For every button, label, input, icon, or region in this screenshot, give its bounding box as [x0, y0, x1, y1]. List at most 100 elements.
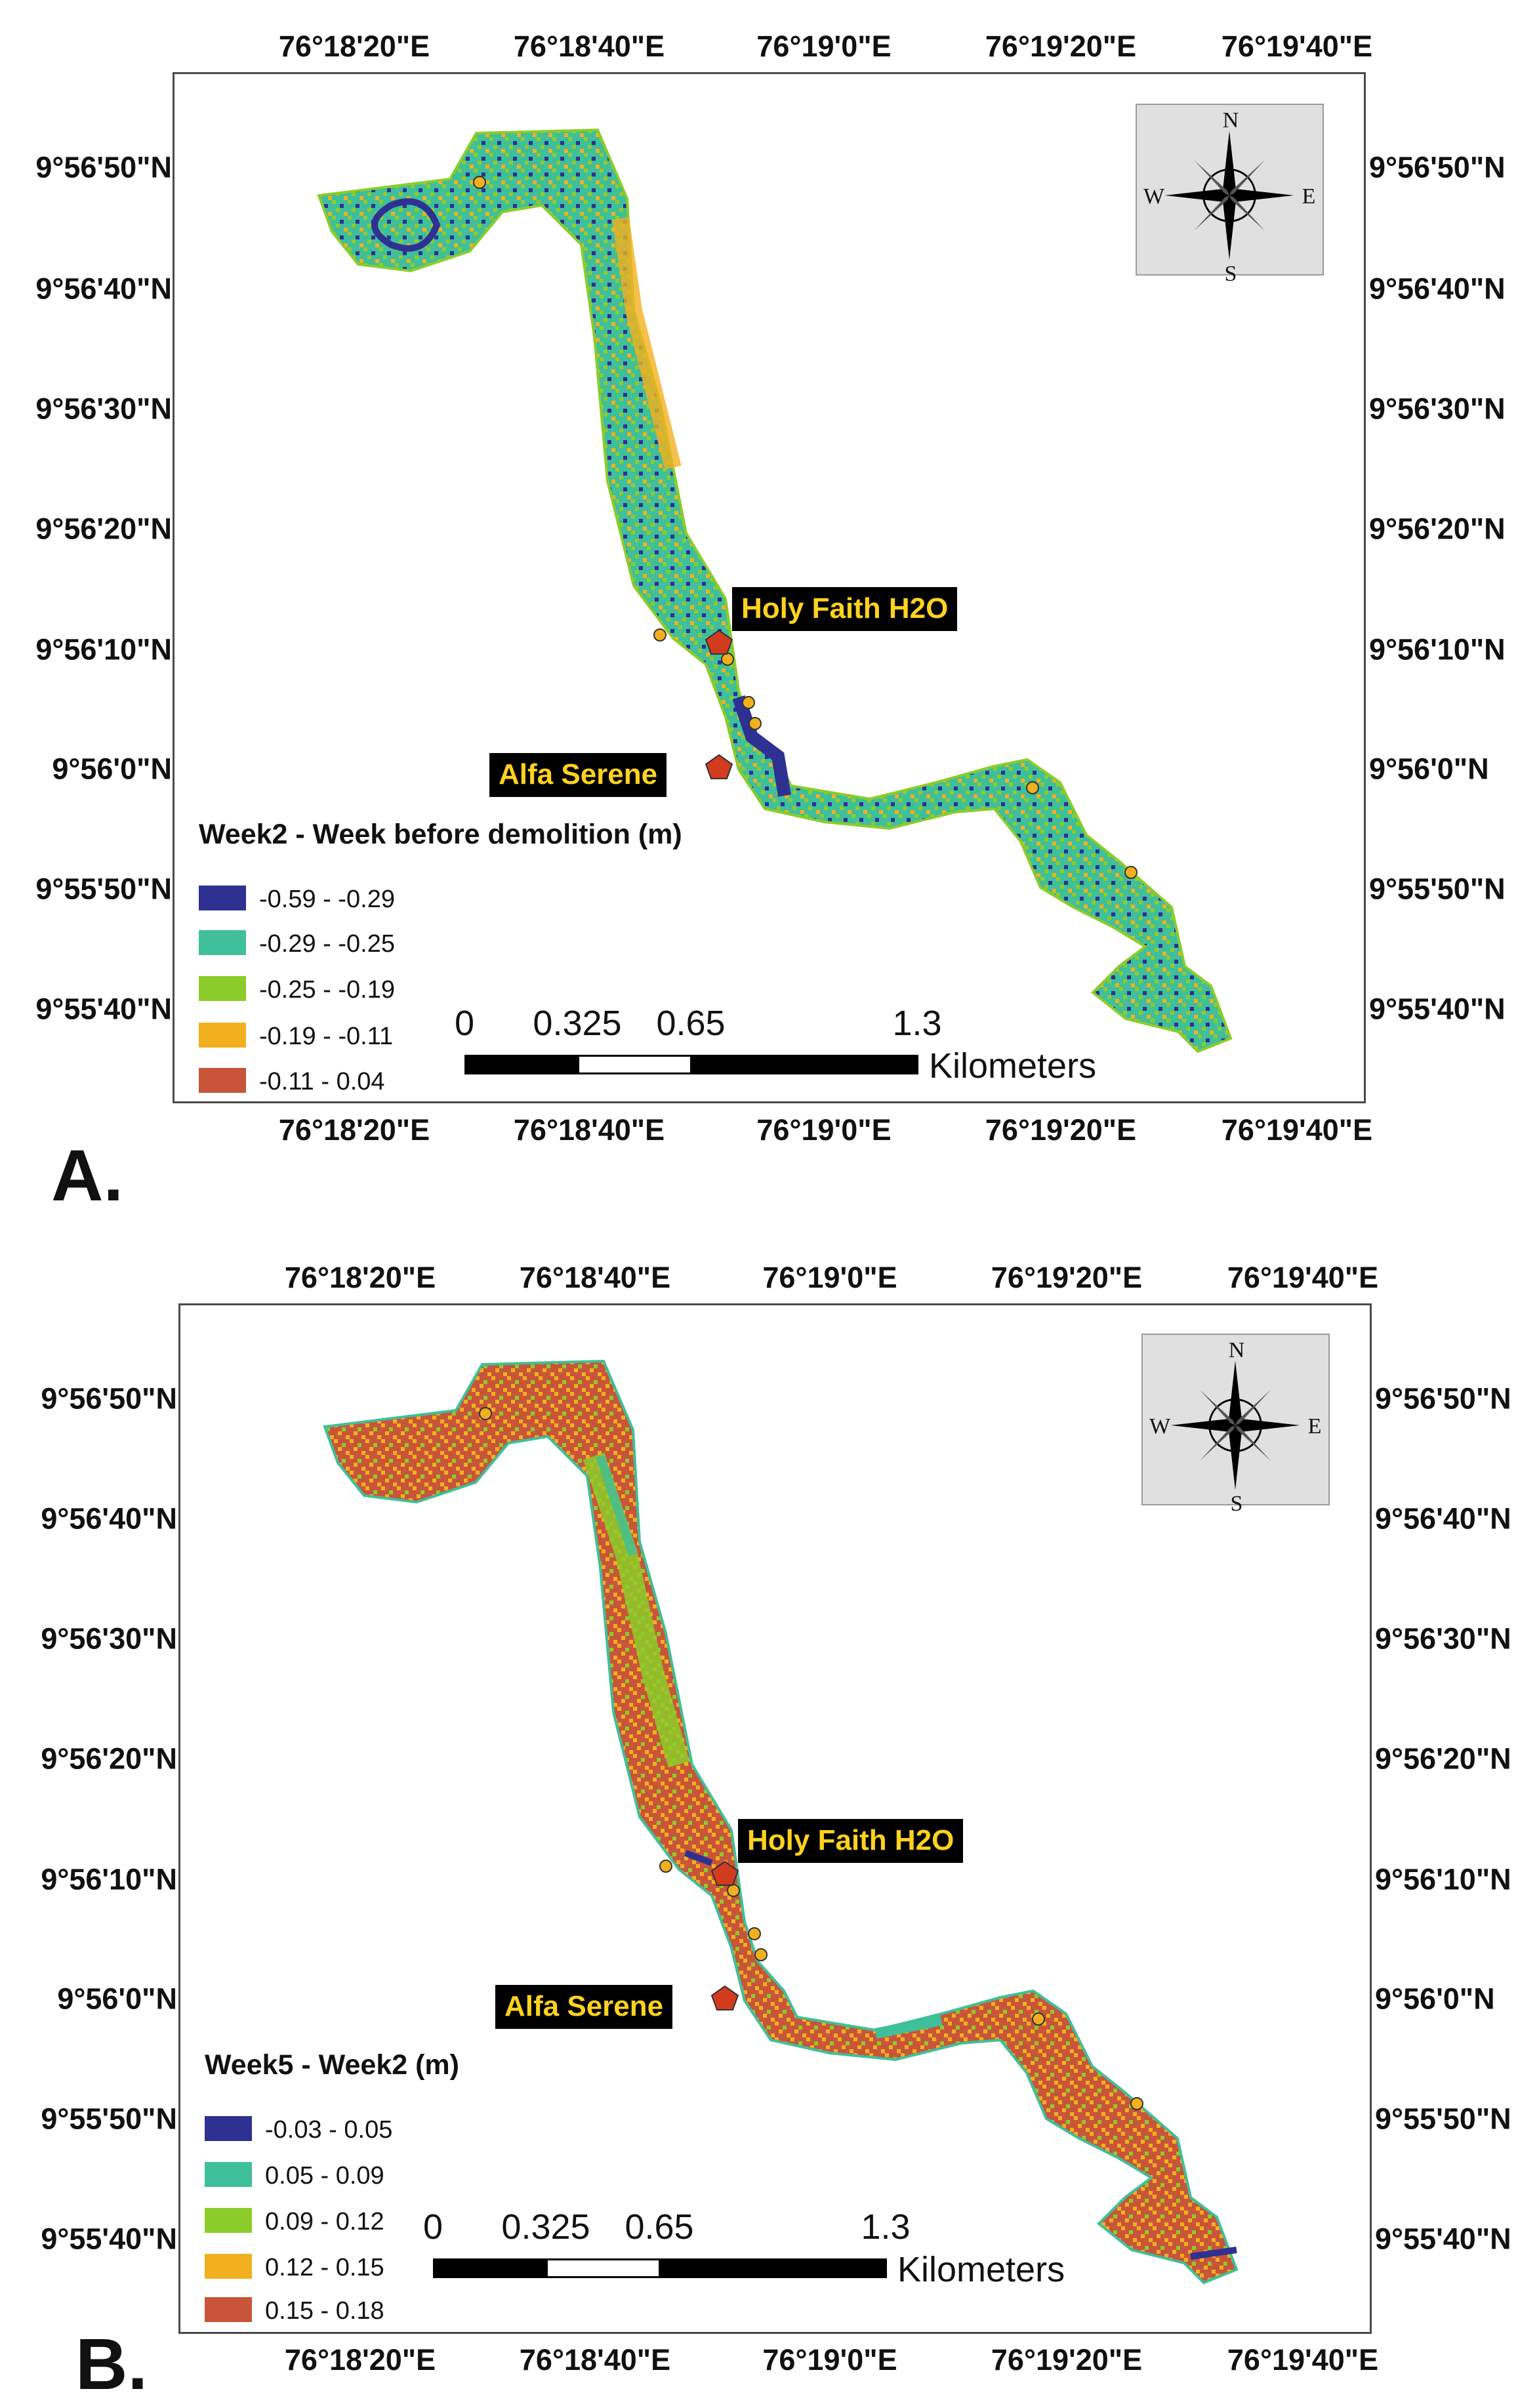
legend-label: 0.15 - 0.18: [265, 2297, 384, 2325]
compass-west-label: W: [1143, 184, 1165, 209]
scale-tick-label: 0.325: [533, 1004, 622, 1043]
right-lat-tick: 9°56'50"N: [1375, 1381, 1511, 1416]
scale-unit: Kilometers: [897, 2250, 1065, 2289]
panel-label: A.: [51, 1135, 123, 1216]
scale-unit: Kilometers: [929, 1046, 1097, 1086]
right-lat-tick: 9°56'10"N: [1375, 1862, 1511, 1896]
left-lat-tick: 9°56'30"N: [35, 392, 172, 426]
compass-star-icon: [1164, 131, 1294, 260]
bottom-lon-tick: 76°18'40"E: [513, 1113, 665, 1147]
left-lat-tick: 9°55'40"N: [41, 2222, 177, 2256]
legend-swatch: [199, 930, 246, 955]
bottom-lon-tick: 76°19'20"E: [991, 2343, 1143, 2377]
callout-alfa-serene: Alfa Serene: [489, 753, 667, 797]
left-lat-tick: 9°56'20"N: [41, 1742, 177, 1776]
callout-alfa-serene: Alfa Serene: [495, 1985, 673, 2029]
scale-tick-label: 0.65: [625, 2207, 694, 2247]
left-lat-tick: 9°56'50"N: [35, 150, 172, 184]
legend-label: -0.29 - -0.25: [259, 930, 395, 958]
map-frame: N S W E Holy Faith H2O Alfa Serene Week5…: [178, 1303, 1372, 2334]
top-lon-tick: 76°19'40"E: [1221, 30, 1373, 63]
top-lon-tick: 76°18'20"E: [284, 1261, 436, 1294]
scale-bar: 0 0.325 0.65 1.3 Kilometers: [455, 1004, 1120, 1097]
scale-tick-label: 0: [454, 1004, 475, 1043]
right-lat-tick: 9°56'40"N: [1375, 1501, 1511, 1536]
top-lon-tick: 76°18'40"E: [513, 30, 665, 63]
left-lat-tick: 9°56'10"N: [35, 632, 172, 666]
right-lat-tick: 9°55'50"N: [1369, 872, 1506, 906]
compass-star-icon: [1170, 1360, 1300, 1490]
compass-west-label: W: [1149, 1414, 1171, 1439]
legend-title: Week5 - Week2 (m): [205, 2049, 459, 2081]
legend-label: -0.25 - -0.19: [259, 976, 395, 1004]
compass-east-label: E: [1302, 184, 1316, 209]
compass-south-label: S: [1230, 1492, 1243, 1516]
compass-south-label: S: [1224, 262, 1237, 286]
scale-tick-label: 1.3: [892, 1004, 942, 1043]
bottom-lon-tick: 76°18'20"E: [278, 1113, 430, 1147]
bottom-lon-tick: 76°19'0"E: [762, 2343, 897, 2377]
top-lon-tick: 76°19'20"E: [991, 1261, 1143, 1294]
top-lon-tick: 76°19'0"E: [756, 30, 892, 63]
legend-swatch: [199, 1023, 246, 1048]
right-lat-tick: 9°56'0"N: [1369, 752, 1489, 786]
scale-segment: [691, 1055, 918, 1074]
top-lon-tick: 76°19'40"E: [1227, 1261, 1379, 1294]
right-lat-tick: 9°55'40"N: [1369, 992, 1506, 1026]
right-lat-tick: 9°56'10"N: [1369, 632, 1506, 666]
scale-bar: 0 0.325 0.65 1.3 Kilometers: [423, 2207, 1089, 2301]
left-lat-tick: 9°55'50"N: [41, 2102, 177, 2136]
scale-tick-label: 0.325: [501, 2207, 590, 2247]
scale-segment: [433, 2258, 547, 2278]
map-frame: N S W E Holy Faith H2O Alfa Serene Week2…: [173, 72, 1366, 1103]
callout-holy-faith: Holy Faith H2O: [732, 587, 958, 631]
right-lat-tick: 9°55'40"N: [1375, 2222, 1511, 2256]
callout-holy-faith: Holy Faith H2O: [738, 1819, 964, 1863]
legend-swatch: [199, 1068, 246, 1093]
legend-label: -0.03 - 0.05: [265, 2116, 393, 2144]
right-lat-tick: 9°56'30"N: [1369, 392, 1506, 426]
map-panel-b: 76°18'20"E 76°18'40"E 76°19'0"E 76°19'20…: [0, 1204, 1539, 2408]
legend-label: 0.05 - 0.09: [265, 2162, 384, 2190]
legend-swatch: [199, 886, 246, 910]
legend-label: -0.19 - -0.11: [259, 1023, 394, 1050]
left-lat-tick: 9°55'50"N: [35, 872, 172, 906]
right-lat-tick: 9°56'0"N: [1375, 1982, 1495, 2016]
top-lon-tick: 76°18'40"E: [519, 1261, 671, 1294]
compass-rose: N S W E: [1141, 1334, 1330, 1515]
left-lat-tick: 9°56'20"N: [35, 512, 172, 546]
right-lat-tick: 9°56'40"N: [1369, 272, 1506, 306]
legend-swatch: [199, 976, 246, 1001]
left-lat-tick: 9°56'0"N: [57, 1982, 177, 2016]
legend-label: 0.12 - 0.15: [265, 2254, 384, 2281]
scale-tick-label: 0.65: [656, 1004, 726, 1043]
legend-swatch: [205, 2254, 252, 2279]
legend-swatch: [205, 2162, 252, 2187]
right-lat-tick: 9°55'50"N: [1375, 2102, 1511, 2136]
compass-north-label: N: [1222, 108, 1239, 133]
left-lat-tick: 9°56'40"N: [35, 272, 172, 306]
top-lon-tick: 76°18'20"E: [278, 30, 430, 63]
scale-segment: [546, 2258, 661, 2278]
scale-tick-label: 1.3: [861, 2207, 911, 2247]
legend-title: Week2 - Week before demolition (m): [199, 819, 682, 850]
legend-swatch: [205, 2297, 252, 2322]
left-lat-tick: 9°56'40"N: [41, 1501, 177, 1536]
legend-label: -0.11 - 0.04: [259, 1068, 385, 1095]
compass-east-label: E: [1307, 1414, 1322, 1439]
right-lat-tick: 9°56'20"N: [1375, 1742, 1511, 1776]
bottom-lon-tick: 76°19'40"E: [1221, 1113, 1373, 1147]
legend-label: -0.59 - -0.29: [259, 886, 395, 913]
top-lon-tick: 76°19'20"E: [985, 30, 1137, 63]
bottom-lon-tick: 76°18'40"E: [519, 2343, 671, 2377]
panel-label: B.: [75, 2324, 148, 2405]
left-lat-tick: 9°55'40"N: [35, 992, 172, 1026]
scale-tick-label: 0: [422, 2207, 443, 2247]
left-lat-tick: 9°56'30"N: [41, 1622, 177, 1656]
map-panel-a: 76°18'20"E 76°18'40"E 76°19'0"E 76°19'20…: [35, 30, 1506, 1212]
left-lat-tick: 9°56'50"N: [41, 1381, 177, 1416]
compass-rose: N S W E: [1136, 104, 1324, 285]
legend-swatch: [205, 2116, 252, 2141]
top-lon-tick: 76°19'0"E: [762, 1261, 897, 1294]
left-lat-tick: 9°56'0"N: [52, 752, 172, 786]
